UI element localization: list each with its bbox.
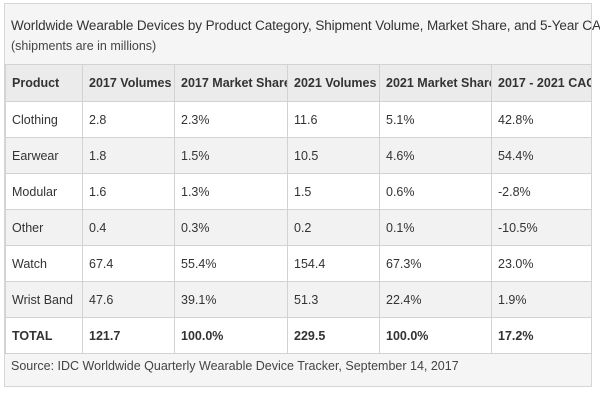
table-row: Other 0.4 0.3% 0.2 0.1% -10.5% [5,209,592,246]
table-cell: 67.3% [379,245,492,282]
table-cell: 1.6 [82,173,175,210]
total-cell: 229.5 [287,317,380,354]
chart-subtitle: (shipments are in millions) [11,39,157,53]
table-cell: 5.1% [379,101,492,138]
table-cell: 0.3% [174,209,288,246]
table-cell: 22.4% [379,281,492,318]
header-row: Product 2017 Volumes 2017 Market Share 2… [5,64,592,102]
table-row: Modular 1.6 1.3% 1.5 0.6% -2.8% [5,173,592,210]
table-cell: 47.6 [82,281,175,318]
table-cell: 0.6% [379,173,492,210]
total-row: TOTAL 121.7 100.0% 229.5 100.0% 17.2% [5,317,592,354]
table-cell: Earwear [5,137,83,174]
table-row: Earwear 1.8 1.5% 10.5 4.6% 54.4% [5,137,592,174]
table-cell: 54.4% [491,137,592,174]
table-cell: 2.8 [82,101,175,138]
data-table: Product 2017 Volumes 2017 Market Share 2… [5,64,592,354]
table-cell: 1.3% [174,173,288,210]
table-cell: 51.3 [287,281,380,318]
table-cell: Watch [5,245,83,282]
table-cell: 1.5 [287,173,380,210]
table-cell: -2.8% [491,173,592,210]
table-cell: 154.4 [287,245,380,282]
table-cell: 55.4% [174,245,288,282]
table-cell: 42.8% [491,101,592,138]
header-cell: 2021 Market Share [379,64,492,102]
table-cell: 10.5 [287,137,380,174]
table-cell: Wrist Band [5,281,83,318]
table-cell: 39.1% [174,281,288,318]
total-cell: 17.2% [491,317,592,354]
header-cell: 2017 - 2021 CAGR [491,64,592,102]
table-cell: Clothing [5,101,83,138]
total-cell: 121.7 [82,317,175,354]
source-note: Source: IDC Worldwide Quarterly Wearable… [11,359,459,373]
table-cell: 0.4 [82,209,175,246]
total-cell: 100.0% [379,317,492,354]
total-cell: TOTAL [5,317,83,354]
header-cell: 2017 Market Share [174,64,288,102]
table-row: Clothing 2.8 2.3% 11.6 5.1% 42.8% [5,101,592,138]
table-row: Watch 67.4 55.4% 154.4 67.3% 23.0% [5,245,592,282]
table-cell: 23.0% [491,245,592,282]
table-cell: 1.5% [174,137,288,174]
header-cell: 2017 Volumes [82,64,175,102]
table-cell: Modular [5,173,83,210]
table-row: Wrist Band 47.6 39.1% 51.3 22.4% 1.9% [5,281,592,318]
table-cell: 1.8 [82,137,175,174]
table-cell: 1.9% [491,281,592,318]
header-cell: 2021 Volumes [287,64,380,102]
table-cell: 2.3% [174,101,288,138]
table-cell: Other [5,209,83,246]
table-cell: 0.1% [379,209,492,246]
table-card: Worldwide Wearable Devices by Product Ca… [4,3,600,387]
table-cell: 4.6% [379,137,492,174]
table-cell: 0.2 [287,209,380,246]
table-cell: 67.4 [82,245,175,282]
chart-title: Worldwide Wearable Devices by Product Ca… [11,18,600,33]
table-cell: 11.6 [287,101,380,138]
total-cell: 100.0% [174,317,288,354]
header-cell: Product [5,64,83,102]
table-cell: -10.5% [491,209,592,246]
